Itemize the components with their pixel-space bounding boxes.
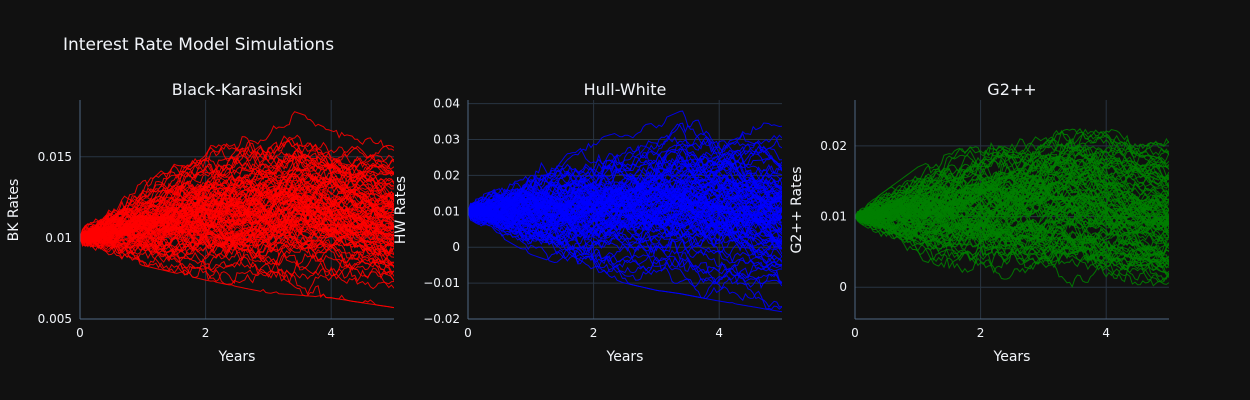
- simulation-path: [855, 216, 1169, 263]
- simulation-path: [468, 153, 782, 213]
- y-axis-title: BK Rates: [6, 179, 22, 242]
- series-group: [468, 110, 782, 313]
- simulation-path: [855, 216, 1169, 283]
- series-group: [80, 111, 394, 309]
- simulation-path: [80, 173, 394, 245]
- simulation-path: [80, 153, 394, 243]
- simulation-path: [855, 208, 1169, 263]
- simulation-path: [80, 177, 394, 248]
- subplot-3: 0 2 4 0 0.01 0.02 G2++ Years G2++ Rates: [789, 80, 1169, 365]
- y-tick-label: 0: [452, 240, 460, 254]
- x-axis-title: Years: [606, 349, 644, 365]
- simulation-path: [855, 142, 1169, 226]
- simulation-path: [80, 159, 394, 243]
- y-tick-label: −0.02: [423, 312, 460, 326]
- simulation-path: [80, 232, 394, 309]
- simulation-path: [468, 196, 782, 257]
- y-tick-label: 0.01: [433, 204, 460, 218]
- simulation-path: [855, 176, 1169, 237]
- series-group: [855, 127, 1169, 289]
- simulation-path: [855, 185, 1169, 221]
- x-tick-label: 0: [851, 326, 859, 340]
- simulation-path: [80, 232, 394, 279]
- simulation-path: [80, 206, 394, 242]
- simulation-path: [855, 136, 1169, 220]
- subplot-title: Hull-White: [584, 80, 667, 99]
- simulation-path: [855, 141, 1169, 219]
- simulation-path: [468, 178, 782, 231]
- subplot-panels: 0 2 4 0.005 0.01 0.015 Black-Karasinski Years BK…: [6, 80, 1169, 365]
- simulation-path: [468, 184, 782, 223]
- simulation-path: [468, 197, 782, 253]
- y-tick-label: 0: [839, 280, 847, 294]
- subplot-title: Black-Karasinski: [172, 80, 302, 99]
- simulation-path: [855, 201, 1169, 289]
- y-tick-label: 0.01: [45, 231, 72, 245]
- y-tick-label: 0.02: [433, 168, 460, 182]
- x-tick-label: 2: [202, 326, 210, 340]
- x-axis-title: Years: [993, 349, 1031, 365]
- simulation-path: [80, 222, 394, 267]
- simulation-path: [468, 130, 782, 221]
- simulation-path: [855, 212, 1169, 271]
- simulation-path: [468, 208, 782, 284]
- subplot-1: 0 2 4 0.005 0.01 0.015 Black-Karasinski Years BK…: [6, 80, 394, 365]
- simulation-path: [80, 198, 394, 276]
- subplot-2: 0 2 4 −0.02 −0.01 0 0.01 0.02 0.03 0.04 Hull-White…: [393, 80, 782, 365]
- simulation-path: [468, 153, 782, 214]
- y-tick-label: 0.02: [820, 139, 847, 153]
- simulation-path: [80, 203, 394, 252]
- simulation-path: [468, 187, 782, 229]
- simulation-path: [855, 182, 1169, 232]
- simulation-path: [80, 142, 394, 240]
- simulation-path: [855, 214, 1169, 274]
- x-tick-label: 2: [977, 326, 985, 340]
- y-tick-label: 0.015: [38, 150, 72, 164]
- simulation-path: [468, 209, 782, 275]
- simulation-path: [855, 142, 1169, 217]
- y-tick-label: 0.04: [433, 97, 460, 111]
- x-tick-label: 0: [76, 326, 84, 340]
- simulation-path: [855, 128, 1169, 217]
- simulation-path: [80, 183, 394, 247]
- simulation-path: [80, 204, 394, 241]
- simulation-path: [855, 143, 1169, 218]
- simulation-path: [855, 128, 1169, 217]
- simulation-path: [80, 163, 394, 239]
- simulation-path: [468, 194, 782, 262]
- x-tick-label: 0: [464, 326, 472, 340]
- y-tick-label: −0.01: [423, 276, 460, 290]
- simulation-path: [80, 145, 394, 242]
- x-tick-label: 2: [590, 326, 598, 340]
- main-title: Interest Rate Model Simulations: [63, 35, 334, 55]
- simulation-path: [468, 144, 782, 216]
- simulation-path: [80, 140, 394, 239]
- simulation-path: [855, 202, 1169, 263]
- y-tick-label: 0.03: [433, 132, 460, 146]
- x-tick-label: 4: [1102, 326, 1110, 340]
- simulation-path: [855, 153, 1169, 220]
- x-tick-label: 4: [327, 326, 335, 340]
- simulation-path: [855, 165, 1169, 221]
- simulation-path: [855, 204, 1169, 265]
- y-axis-title: HW Rates: [393, 176, 409, 244]
- simulation-path: [468, 193, 782, 250]
- simulation-path: [468, 208, 782, 250]
- simulation-path: [468, 148, 782, 212]
- y-axis-title: G2++ Rates: [789, 166, 805, 253]
- simulation-path: [468, 132, 782, 222]
- simulation-path: [855, 187, 1169, 252]
- y-tick-label: 0.01: [820, 210, 847, 224]
- simulation-path: [855, 129, 1169, 220]
- simulation-path: [80, 218, 394, 264]
- y-tick-label: 0.005: [38, 312, 72, 326]
- simulation-path: [855, 203, 1169, 240]
- x-tick-label: 4: [715, 326, 723, 340]
- simulation-path: [855, 209, 1169, 278]
- subplot-title: G2++: [987, 80, 1036, 99]
- x-axis-title: Years: [218, 349, 256, 365]
- simulation-path: [468, 168, 782, 224]
